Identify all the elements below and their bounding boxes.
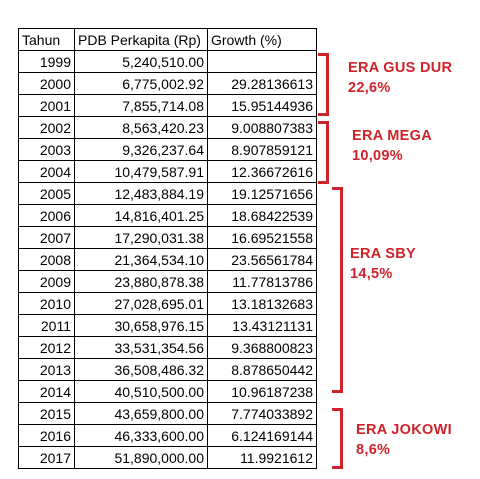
cell-pdb: 51,890,000.00 bbox=[74, 446, 208, 469]
era-jokowi-value: 8,6% bbox=[356, 442, 391, 458]
table-row: 2000 6,775,002.92 29.28136613 bbox=[18, 72, 317, 95]
table-row: 2001 7,855,714.08 15.95144936 bbox=[18, 94, 317, 117]
cell-tahun: 2004 bbox=[18, 160, 75, 183]
header-tahun: Tahun bbox=[18, 28, 75, 51]
bracket-sby bbox=[332, 187, 343, 393]
era-mega-value: 10,09% bbox=[352, 148, 403, 164]
cell-pdb: 6,775,002.92 bbox=[74, 72, 208, 95]
cell-pdb: 8,563,420.23 bbox=[74, 116, 208, 139]
cell-tahun: 2013 bbox=[18, 358, 75, 381]
cell-tahun: 2017 bbox=[18, 446, 75, 469]
table-row: 2017 51,890,000.00 11.9921612 bbox=[18, 446, 317, 469]
table-row: 2014 40,510,500.00 10.96187238 bbox=[18, 380, 317, 403]
cell-tahun: 2016 bbox=[18, 424, 75, 447]
cell-growth: 12.36672616 bbox=[207, 160, 317, 183]
cell-tahun: 2010 bbox=[18, 292, 75, 315]
bracket-jokowi bbox=[332, 408, 343, 469]
cell-tahun: 2012 bbox=[18, 336, 75, 359]
cell-growth bbox=[207, 50, 317, 73]
cell-tahun: 2014 bbox=[18, 380, 75, 403]
table-row: 2006 14,816,401.25 18.68422539 bbox=[18, 204, 317, 227]
cell-tahun: 2011 bbox=[18, 314, 75, 337]
cell-tahun: 2000 bbox=[18, 72, 75, 95]
table-row: 1999 5,240,510.00 bbox=[18, 50, 317, 73]
cell-pdb: 14,816,401.25 bbox=[74, 204, 208, 227]
table-row: 2016 46,333,600.00 6.124169144 bbox=[18, 424, 317, 447]
cell-growth: 6.124169144 bbox=[207, 424, 317, 447]
cell-pdb: 5,240,510.00 bbox=[74, 50, 208, 73]
cell-tahun: 2006 bbox=[18, 204, 75, 227]
table-row: 2008 21,364,534.10 23.56561784 bbox=[18, 248, 317, 271]
era-sby-name: ERA SBY bbox=[350, 246, 417, 262]
cell-growth: 29.28136613 bbox=[207, 72, 317, 95]
cell-pdb: 43,659,800.00 bbox=[74, 402, 208, 425]
era-gus-dur-value: 22,6% bbox=[348, 80, 391, 96]
bracket-gus-dur bbox=[318, 53, 329, 116]
cell-tahun: 2005 bbox=[18, 182, 75, 205]
table-row: 2015 43,659,800.00 7.774033892 bbox=[18, 402, 317, 425]
table-row: 2003 9,326,237.64 8.907859121 bbox=[18, 138, 317, 161]
era-mega-name: ERA MEGA bbox=[352, 128, 433, 144]
table-row: 2010 27,028,695.01 13.18132683 bbox=[18, 292, 317, 315]
cell-tahun: 2008 bbox=[18, 248, 75, 271]
cell-tahun: 2002 bbox=[18, 116, 75, 139]
table-row: 2004 10,479,587.91 12.36672616 bbox=[18, 160, 317, 183]
cell-pdb: 27,028,695.01 bbox=[74, 292, 208, 315]
era-gus-dur-name: ERA GUS DUR bbox=[348, 60, 453, 76]
cell-pdb: 9,326,237.64 bbox=[74, 138, 208, 161]
cell-tahun: 2003 bbox=[18, 138, 75, 161]
cell-growth: 11.77813786 bbox=[207, 270, 317, 293]
cell-pdb: 23,880,878.38 bbox=[74, 270, 208, 293]
cell-tahun: 2015 bbox=[18, 402, 75, 425]
cell-pdb: 17,290,031.38 bbox=[74, 226, 208, 249]
cell-pdb: 33,531,354.56 bbox=[74, 336, 208, 359]
cell-tahun: 2009 bbox=[18, 270, 75, 293]
cell-growth: 13.43121131 bbox=[207, 314, 317, 337]
table-row: 2009 23,880,878.38 11.77813786 bbox=[18, 270, 317, 293]
cell-growth: 9.368800823 bbox=[207, 336, 317, 359]
era-jokowi-name: ERA JOKOWI bbox=[356, 422, 452, 438]
cell-pdb: 46,333,600.00 bbox=[74, 424, 208, 447]
cell-growth: 23.56561784 bbox=[207, 248, 317, 271]
cell-pdb: 12,483,884.19 bbox=[74, 182, 208, 205]
cell-pdb: 7,855,714.08 bbox=[74, 94, 208, 117]
cell-growth: 11.9921612 bbox=[207, 446, 317, 469]
table-header-row: Tahun PDB Perkapita (Rp) Growth (%) bbox=[18, 28, 317, 51]
cell-growth: 10.96187238 bbox=[207, 380, 317, 403]
cell-growth: 19.12571656 bbox=[207, 182, 317, 205]
cell-growth: 8.907859121 bbox=[207, 138, 317, 161]
table-row: 2011 30,658,976.15 13.43121131 bbox=[18, 314, 317, 337]
cell-growth: 16.69521558 bbox=[207, 226, 317, 249]
cell-growth: 9.008807383 bbox=[207, 116, 317, 139]
cell-growth: 18.68422539 bbox=[207, 204, 317, 227]
table-row: 2007 17,290,031.38 16.69521558 bbox=[18, 226, 317, 249]
header-pdb: PDB Perkapita (Rp) bbox=[74, 28, 208, 51]
table-row: 2005 12,483,884.19 19.12571656 bbox=[18, 182, 317, 205]
era-sby-value: 14,5% bbox=[350, 266, 393, 282]
cell-pdb: 40,510,500.00 bbox=[74, 380, 208, 403]
cell-growth: 8.878650442 bbox=[207, 358, 317, 381]
cell-pdb: 10,479,587.91 bbox=[74, 160, 208, 183]
cell-growth: 15.95144936 bbox=[207, 94, 317, 117]
bracket-mega bbox=[318, 121, 329, 184]
cell-growth: 7.774033892 bbox=[207, 402, 317, 425]
cell-tahun: 1999 bbox=[18, 50, 75, 73]
cell-pdb: 36,508,486.32 bbox=[74, 358, 208, 381]
cell-growth: 13.18132683 bbox=[207, 292, 317, 315]
pdb-table: Tahun PDB Perkapita (Rp) Growth (%) 1999… bbox=[18, 28, 317, 469]
cell-tahun: 2001 bbox=[18, 94, 75, 117]
cell-pdb: 21,364,534.10 bbox=[74, 248, 208, 271]
table-row: 2002 8,563,420.23 9.008807383 bbox=[18, 116, 317, 139]
cell-pdb: 30,658,976.15 bbox=[74, 314, 208, 337]
cell-tahun: 2007 bbox=[18, 226, 75, 249]
header-growth: Growth (%) bbox=[207, 28, 317, 51]
table-row: 2012 33,531,354.56 9.368800823 bbox=[18, 336, 317, 359]
table-row: 2013 36,508,486.32 8.878650442 bbox=[18, 358, 317, 381]
